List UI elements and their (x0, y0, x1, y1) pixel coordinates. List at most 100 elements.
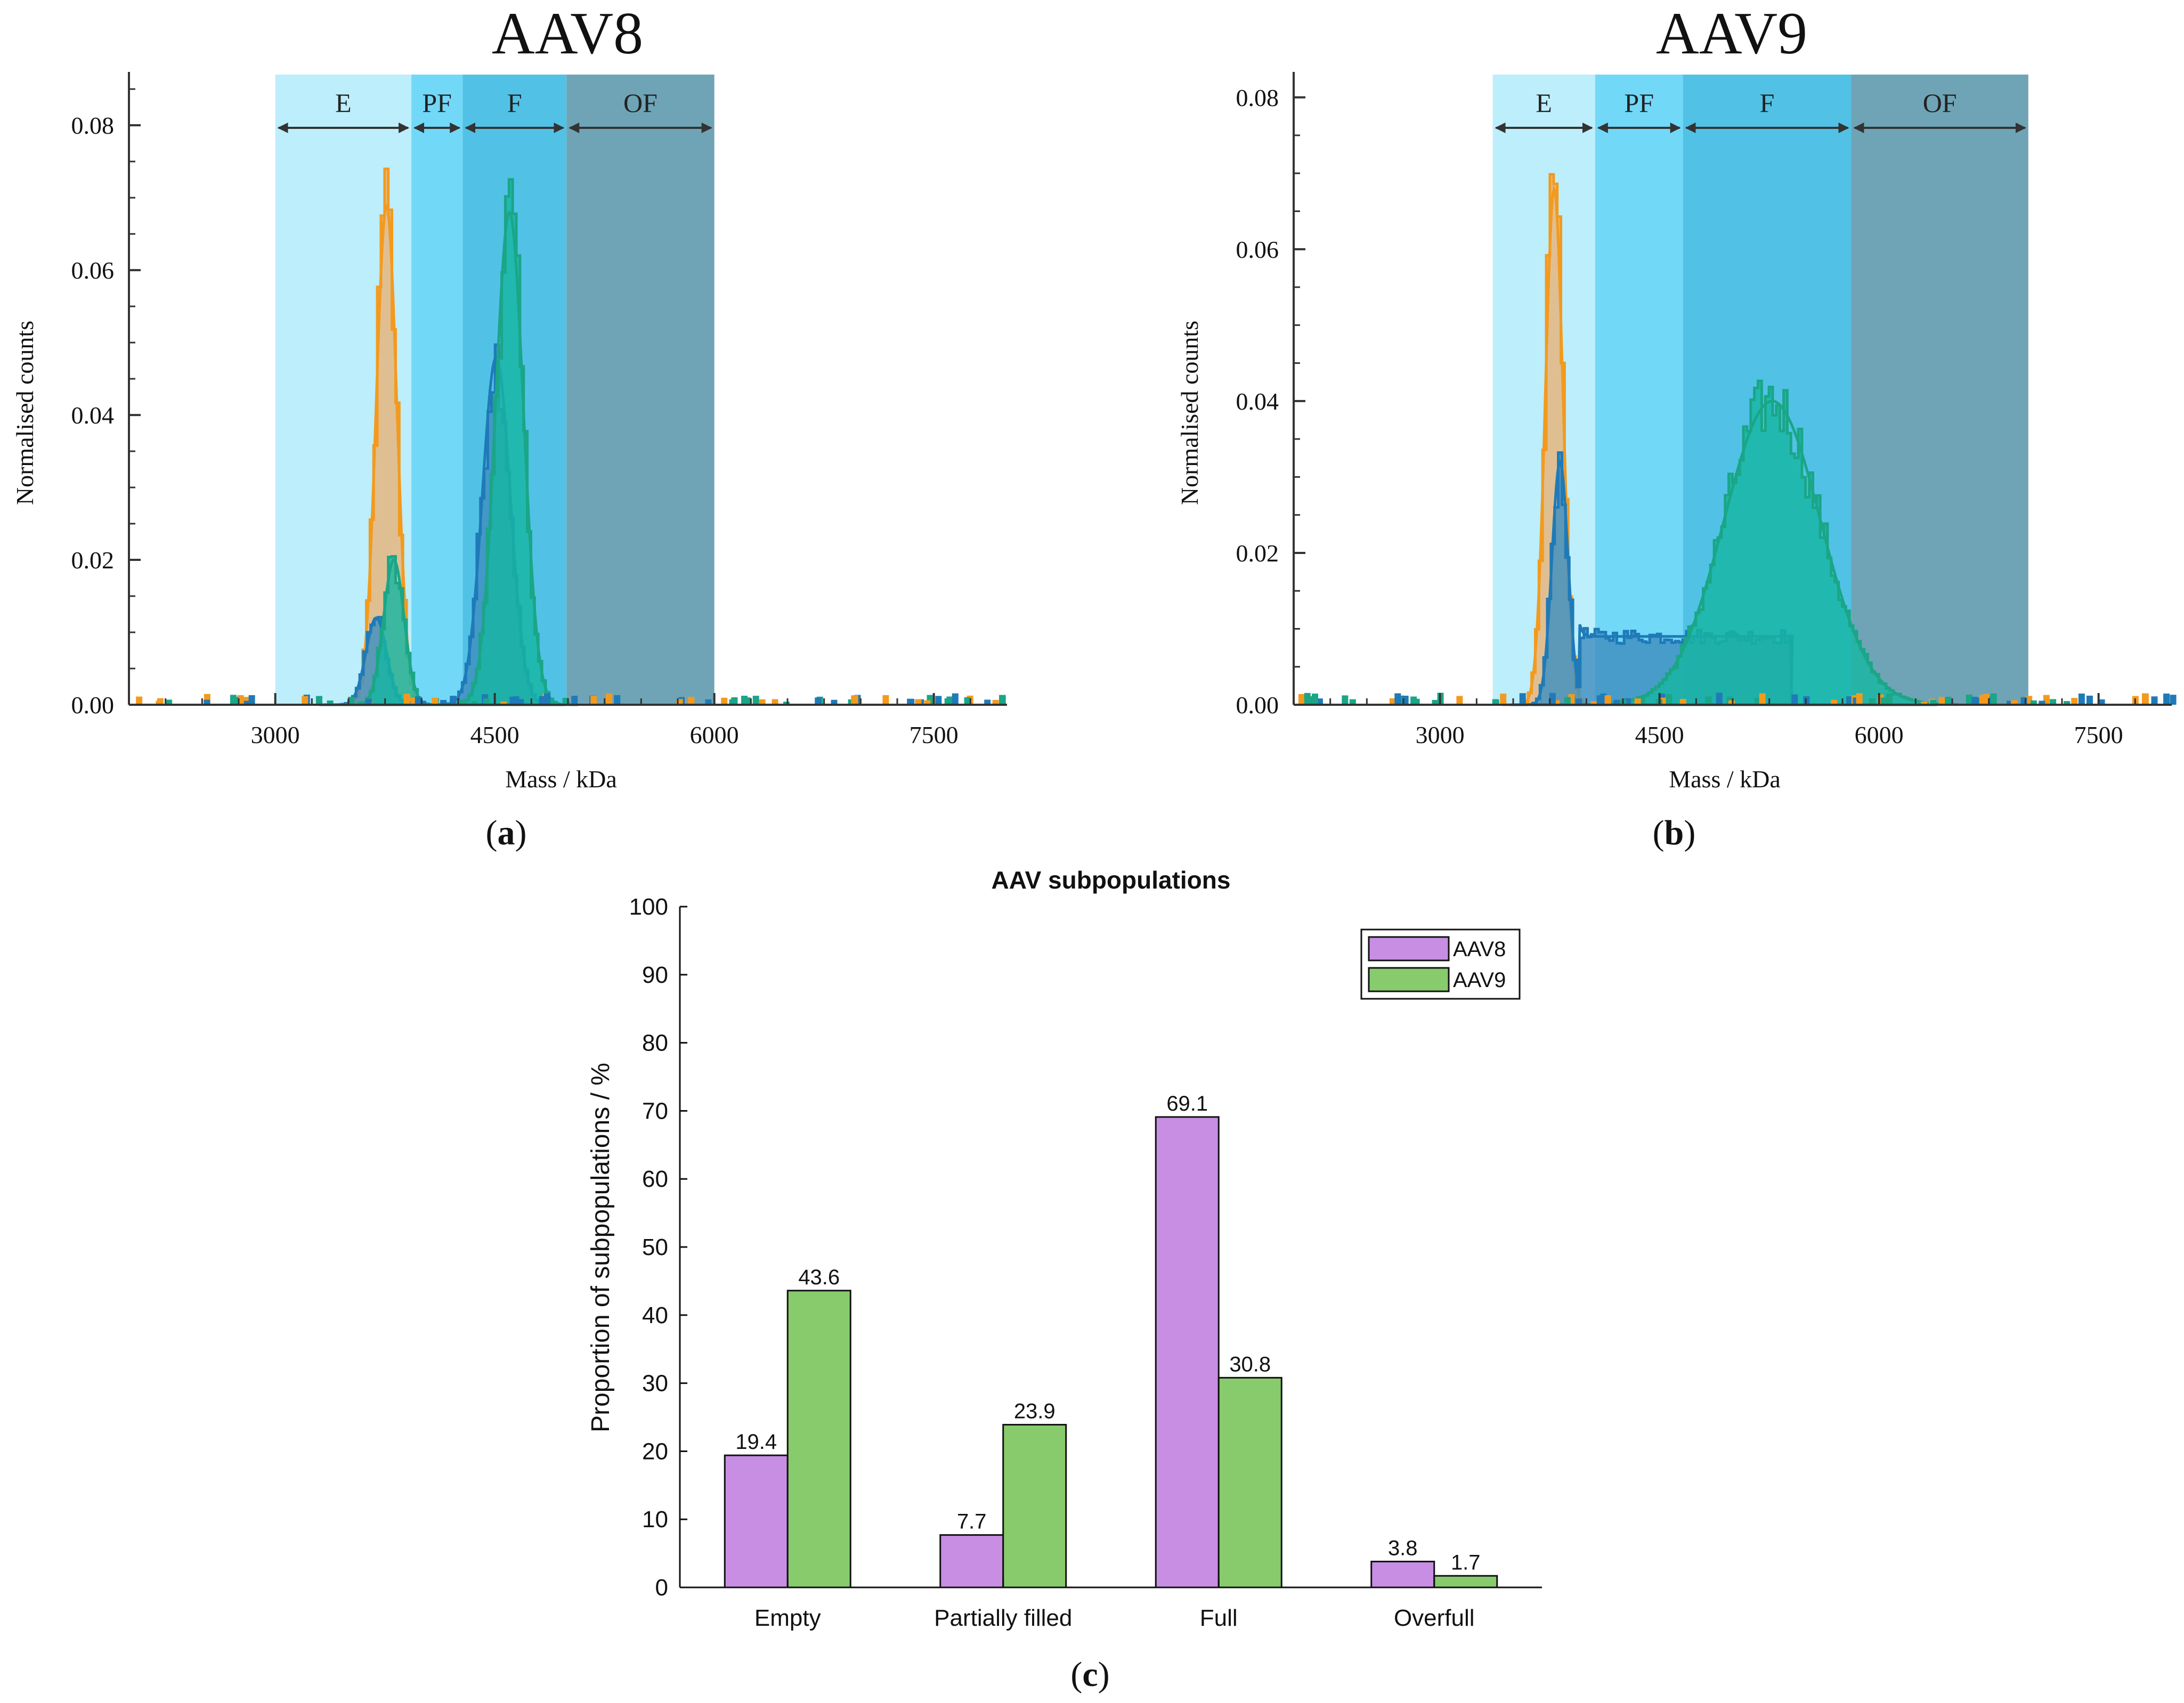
noise-bin (944, 698, 951, 705)
noise-bin (415, 696, 421, 705)
category-label: Empty (754, 1605, 821, 1631)
noise-bin (1492, 699, 1499, 705)
noise-bin (759, 699, 766, 705)
noise-bin (992, 699, 999, 705)
noise-bin (1389, 698, 1396, 705)
noise-bin (403, 694, 410, 705)
noise-bin (915, 699, 922, 705)
noise-bin (772, 699, 778, 705)
y-tick-label: 0.04 (71, 402, 115, 429)
noise-bin (924, 700, 931, 705)
noise-bin (2039, 700, 2045, 705)
bar-aav8-full (1155, 1116, 1220, 1588)
y-tick-label: 60 (642, 1166, 668, 1192)
noise-bin (500, 701, 507, 705)
noise-bin (1564, 697, 1571, 705)
data-label: 23.9 (1014, 1400, 1056, 1423)
noise-bin (248, 695, 255, 705)
noise-bin (544, 693, 551, 705)
y-tick-label: 70 (642, 1098, 668, 1124)
panel-a-histogram: 3000 4500 6000 7500 0.00 0.02 0.04 0.06 0.08 E PF… (11, 1, 1007, 852)
noise-bin (450, 696, 457, 705)
noise-bin (136, 696, 143, 705)
noise-bin (1938, 697, 1945, 705)
noise-bin (1716, 692, 1723, 705)
region-label-of: OF (1923, 88, 1957, 118)
noise-bin (302, 696, 308, 705)
region-label-e: E (335, 88, 352, 118)
data-label: 3.8 (1388, 1536, 1418, 1560)
data-label: 69.1 (1166, 1092, 1208, 1115)
noise-bin (1679, 699, 1686, 705)
noise-bin (1759, 693, 1766, 705)
noise-bin (1456, 696, 1463, 705)
noise-bin (1666, 694, 1672, 705)
panel-a-label: a (498, 813, 515, 852)
panel-b-histogram: 3000 4500 6000 7500 0.00 0.02 0.04 0.06 0.08 E PF… (1176, 1, 2177, 852)
noise-bin (243, 700, 250, 705)
noise-bin (1604, 695, 1611, 705)
x-tick-label: 7500 (910, 721, 959, 748)
y-tick-label: 10 (642, 1506, 668, 1533)
y-tick-label: 80 (642, 1030, 668, 1056)
region-label-of: OF (623, 88, 657, 118)
bar-aav9-empty (786, 1290, 851, 1588)
noise-bin (1990, 693, 1997, 705)
noise-bin (358, 701, 365, 705)
data-label: 1.7 (1451, 1551, 1481, 1574)
noise-bin (1342, 695, 1349, 705)
region-of (1851, 75, 2028, 705)
panel-c-caption: (c) (1070, 1655, 1109, 1694)
bar-aav8-overfull (1370, 1560, 1435, 1588)
panel-b-title: AAV9 (1656, 1, 1807, 67)
panel-b-xlabel: Mass / kDa (1669, 765, 1781, 793)
noise-bin (741, 696, 748, 705)
y-tick-label: 0.08 (71, 112, 115, 139)
noise-bin (1553, 700, 1560, 705)
data-label: 7.7 (957, 1510, 987, 1534)
noise-bin (1705, 696, 1712, 705)
panel-a-xlabel: Mass / kDa (505, 765, 617, 793)
noise-bin (365, 699, 372, 705)
noise-bin (1432, 699, 1439, 705)
x-tick-label: 7500 (2074, 721, 2123, 748)
noise-bin (2030, 700, 2037, 705)
noise-bin (539, 696, 546, 705)
noise-bin (2078, 693, 2085, 705)
noise-bin (2086, 695, 2093, 705)
noise-bin (563, 701, 570, 705)
panel-a-title: AAV8 (492, 1, 643, 67)
category-label: Full (1200, 1605, 1238, 1631)
noise-bin (1349, 699, 1356, 705)
noise-bin (327, 700, 334, 705)
noise-bin (964, 697, 971, 705)
noise-bin (315, 696, 322, 705)
noise-bin (614, 695, 621, 705)
y-tick-label: 0.04 (1236, 388, 1279, 415)
noise-bin (2050, 699, 2057, 705)
panel-c-label: c (1082, 1655, 1098, 1694)
legend-label-aav9: AAV9 (1453, 968, 1506, 992)
noise-bin (1549, 692, 1556, 705)
noise-bin (952, 693, 959, 705)
noise-bin (419, 700, 426, 705)
noise-bin (831, 699, 838, 705)
noise-bin (513, 696, 519, 705)
noise-bin (410, 697, 417, 705)
x-tick-label: 6000 (1855, 721, 1904, 748)
noise-bin (1728, 700, 1735, 705)
panel-a-caption: (a) (486, 813, 527, 852)
noise-bin (752, 696, 759, 705)
panel-c-ylabel: Proportion of subpopulations / % (587, 1063, 615, 1432)
x-tick-label: 4500 (1635, 721, 1684, 748)
region-label-pf: PF (422, 88, 452, 118)
y-tick-label: 0 (655, 1575, 668, 1601)
noise-bin (999, 695, 1006, 705)
legend-swatch-aav9 (1368, 967, 1450, 992)
noise-bin (1971, 697, 1978, 705)
y-tick-label: 0.00 (71, 691, 115, 719)
data-label: 43.6 (798, 1266, 840, 1289)
noise-bin (1846, 696, 1853, 705)
noise-bin (1596, 695, 1603, 705)
noise-bin (908, 700, 915, 705)
